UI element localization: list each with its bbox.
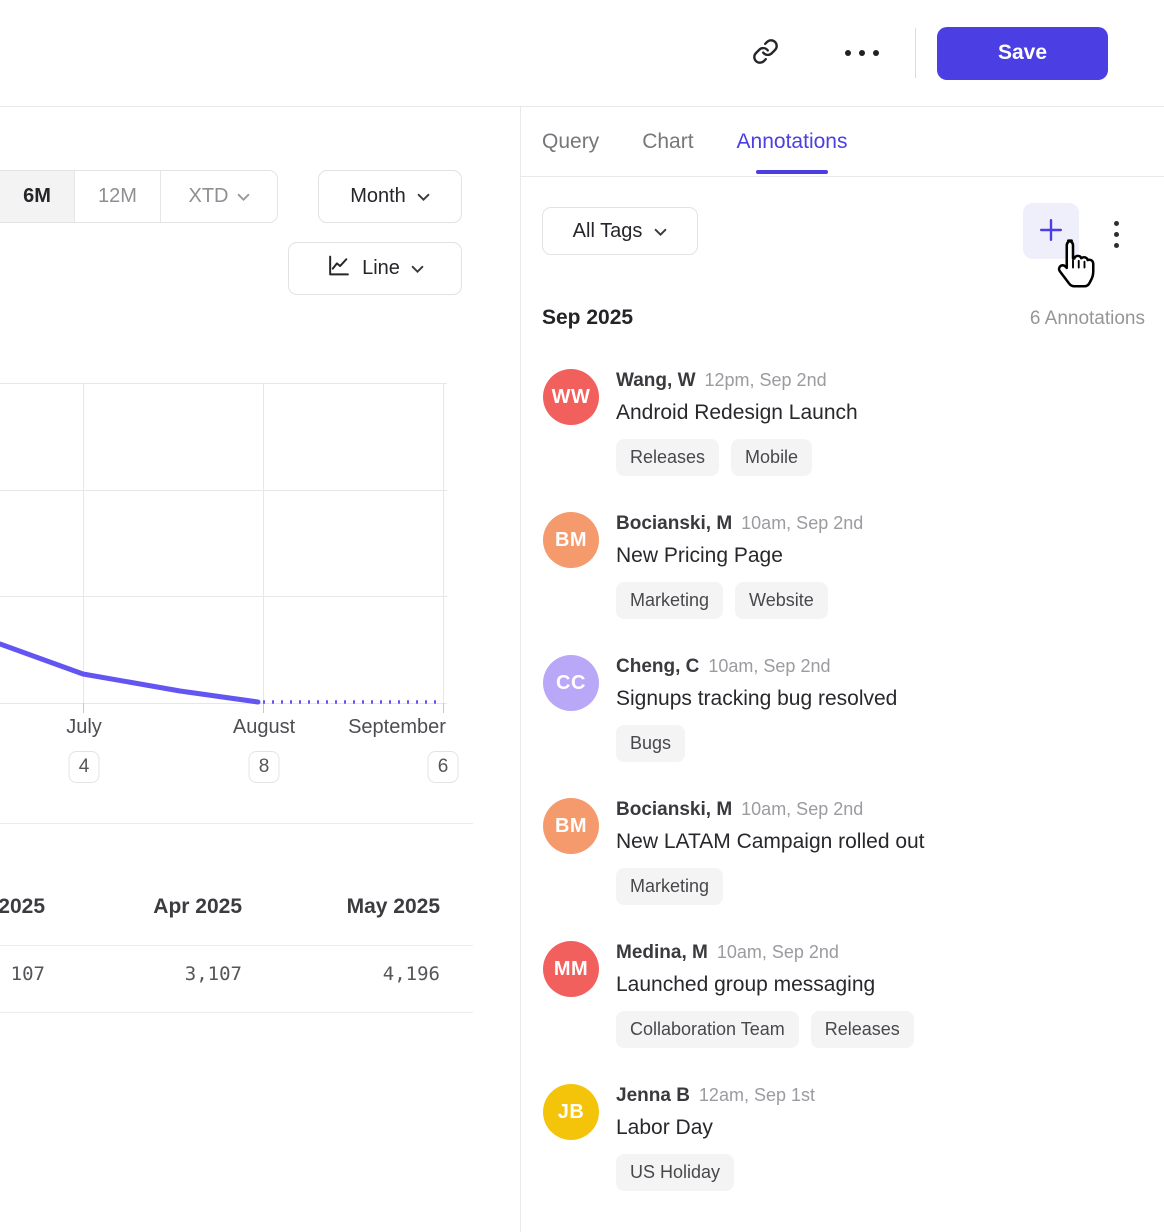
annotation-author: Medina, M [616,942,708,963]
chart-type-dropdown[interactable]: Line [288,242,462,295]
annotation-item[interactable]: JB Jenna B 12am, Sep 1st Labor Day US Ho… [543,1084,1149,1191]
chevron-down-icon [237,185,250,208]
add-annotation-button[interactable] [1023,203,1079,259]
annotation-tag[interactable]: Marketing [616,868,724,905]
line-chart-icon [326,253,351,284]
annotation-count-badge-july[interactable]: 4 [68,751,100,783]
table-value-apr: 3,107 [184,963,242,985]
kebab-icon [1113,220,1119,226]
annotation-timestamp: 10am, Sep 2nd [741,799,864,819]
annotation-count-badge-august[interactable]: 8 [248,751,280,783]
header-divider [915,28,916,78]
granularity-dropdown[interactable]: Month [318,170,462,223]
annotation-title: Labor Day [616,1116,713,1139]
annotations-section-header: Sep 2025 6 Annotations [542,306,1145,330]
annotation-tag[interactable]: Website [735,582,828,619]
table-value-may: 4,196 [382,963,440,985]
chart-panel: 6M 12M XTD Month Line [0,107,520,1232]
panel-menu-button[interactable] [1107,214,1125,254]
avatar: WW [543,369,599,425]
annotation-author: Jenna B [616,1085,690,1106]
range-option-xtd[interactable]: XTD [160,171,277,222]
annotation-author: Wang, W [616,370,696,391]
annotation-timestamp: 10am, Sep 2nd [741,513,864,533]
annotation-item[interactable]: BM Bocianski, M 10am, Sep 2nd New LATAM … [543,798,1149,905]
x-axis-label-july: July [66,716,102,738]
plus-icon [1039,218,1063,245]
annotation-author: Cheng, C [616,656,700,677]
top-bar: Save [0,0,1164,107]
range-option-12m[interactable]: 12M [74,171,160,222]
tab-chart[interactable]: Chart [642,129,694,153]
annotations-count: 6 Annotations [1029,308,1145,329]
table-value-mar: 107 [10,963,45,985]
annotation-timestamp: 12am, Sep 1st [698,1085,815,1105]
more-options-button[interactable] [845,50,879,56]
annotation-count-badge-september[interactable]: 6 [427,751,459,783]
annotation-timestamp: 12pm, Sep 2nd [704,370,827,390]
panel-tabs: Query Chart Annotations [521,107,1164,177]
annotation-title: Android Redesign Launch [616,401,858,424]
annotation-title: Signups tracking bug resolved [616,687,898,710]
link-icon [752,38,779,68]
range-option-6m[interactable]: 6M [0,171,74,222]
avatar: MM [543,941,599,997]
annotation-tag[interactable]: Bugs [616,725,686,762]
annotation-tag[interactable]: Releases [616,439,720,476]
line-chart-plot[interactable] [0,383,452,717]
annotation-item[interactable]: MM Medina, M 10am, Sep 2nd Launched grou… [543,941,1149,1048]
table-header-mar: 2025 [0,895,45,918]
annotations-panel: Query Chart Annotations All Tags [520,107,1164,1232]
x-axis-label-august: August [232,716,296,738]
table-header-apr: Apr 2025 [153,895,242,918]
table-border-bottom [0,1012,473,1013]
x-axis-label-september: September [348,716,446,738]
annotations-list: WW Wang, W 12pm, Sep 2nd Android Redesig… [543,369,1149,1227]
avatar: BM [543,798,599,854]
table-header-may: May 2025 [346,895,440,918]
chevron-down-icon [654,220,667,243]
annotation-tag[interactable]: Collaboration Team [616,1011,799,1048]
annotation-tag[interactable]: Releases [810,1011,914,1048]
line-chart-svg [0,383,447,713]
avatar: CC [543,655,599,711]
tag-filter-dropdown[interactable]: All Tags [542,207,698,255]
annotation-title: Launched group messaging [616,973,876,996]
annotation-tag[interactable]: US Holiday [616,1154,735,1191]
annotation-tag[interactable]: Marketing [616,582,724,619]
annotation-item[interactable]: BM Bocianski, M 10am, Sep 2nd New Pricin… [543,512,1149,619]
table-row-divider [0,945,473,946]
annotation-title: New Pricing Page [616,544,783,567]
annotation-timestamp: 10am, Sep 2nd [716,942,839,962]
tab-query[interactable]: Query [542,129,600,153]
annotation-tag[interactable]: Mobile [731,439,813,476]
annotation-author: Bocianski, M [616,799,733,820]
annotation-title: New LATAM Campaign rolled out [616,830,925,853]
month-group-title: Sep 2025 [542,306,634,329]
ellipsis-icon [845,50,851,56]
avatar: BM [543,512,599,568]
date-range-segmented-control: 6M 12M XTD [0,170,278,223]
annotation-timestamp: 10am, Sep 2nd [708,656,831,676]
annotation-author: Bocianski, M [616,513,733,534]
chevron-down-icon [411,257,424,280]
annotation-item[interactable]: WW Wang, W 12pm, Sep 2nd Android Redesig… [543,369,1149,476]
chevron-down-icon [417,185,430,208]
tab-annotations[interactable]: Annotations [736,129,848,153]
avatar: JB [543,1084,599,1140]
save-button[interactable]: Save [937,26,1108,80]
share-link-button[interactable] [752,38,779,68]
annotation-item[interactable]: CC Cheng, C 10am, Sep 2nd Signups tracki… [543,655,1149,762]
table-border-top [0,823,473,824]
